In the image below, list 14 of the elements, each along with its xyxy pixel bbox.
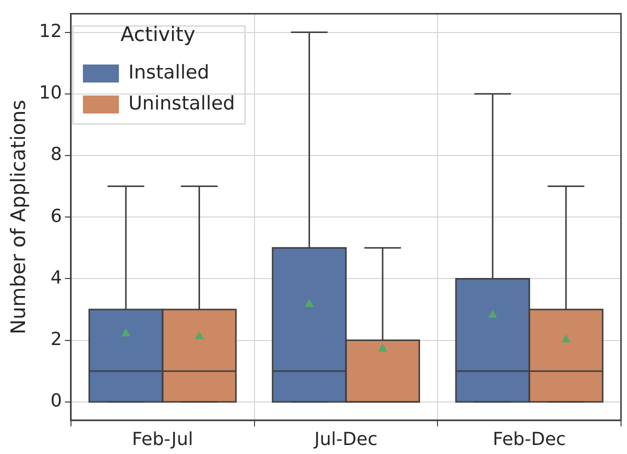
y-tick-label: 10 xyxy=(39,82,62,104)
x-tick-label: Feb-Dec xyxy=(492,428,566,450)
y-tick-label: 4 xyxy=(50,267,62,288)
y-tick-label: 8 xyxy=(50,144,62,166)
x-tick-label: Jul-Dec xyxy=(313,428,378,450)
y-tick-label: 6 xyxy=(50,206,62,227)
y-tick-label: 0 xyxy=(50,390,62,412)
x-tick-label: Feb-Jul xyxy=(132,428,194,450)
y-axis-title: Number of Applications xyxy=(6,100,30,334)
legend-label: Uninstalled xyxy=(128,92,235,114)
y-tick-label: 12 xyxy=(39,20,62,42)
y-tick-label: 2 xyxy=(50,328,62,350)
legend-title: Activity xyxy=(120,22,196,46)
legend-label: Installed xyxy=(128,61,210,84)
